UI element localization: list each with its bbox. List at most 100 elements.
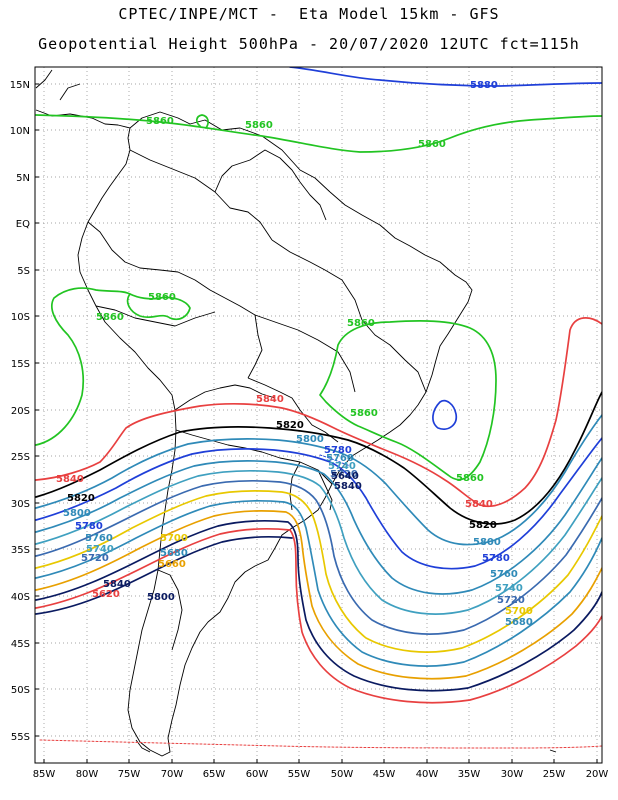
contour-5860-loop-1 (196, 114, 209, 129)
longitude-labels: 85W 80W 75W 70W 65W 60W 55W 50W 45W 40W … (33, 769, 609, 780)
contour-5780 (35, 437, 602, 570)
contour-label: 5740 (495, 583, 523, 594)
lon-label: 50W (331, 769, 354, 780)
contour-5580-dashed (39, 739, 602, 749)
contour-label: 5760 (490, 569, 518, 580)
lat-label: 50S (11, 685, 30, 696)
contour-label: 5760 (326, 453, 354, 464)
contour-5880-small (432, 399, 458, 430)
contour-5640 (35, 519, 602, 692)
lon-label: 20W (586, 769, 609, 780)
lat-label: 10N (10, 126, 30, 137)
lon-label: 70W (161, 769, 184, 780)
contour-5700 (35, 489, 602, 653)
lat-label: EQ (16, 219, 30, 230)
contour-5680 (35, 499, 602, 667)
contour-5720 (35, 479, 602, 635)
contour-label: 5860 (418, 139, 446, 150)
lat-label: 40S (11, 592, 30, 603)
contour-label: 5820 (67, 493, 95, 504)
contour-5880 (289, 67, 602, 87)
contour-5860-bolivia (126, 293, 191, 321)
contour-5860-brazil (319, 320, 497, 481)
contour-label: 5680 (160, 548, 188, 559)
lon-label: 65W (203, 769, 226, 780)
contour-label: 5740 (86, 544, 114, 555)
contour-label: 5860 (146, 116, 174, 127)
contour-labels: 5880 5860 5860 5860 5860 5860 5860 5860 … (56, 80, 533, 628)
lon-label: 80W (76, 769, 99, 780)
contour-label: 5840 (256, 394, 284, 405)
lat-label: 10S (11, 312, 30, 323)
contour-5740 (35, 469, 602, 615)
map-frame (34, 66, 603, 764)
contour-label: 5840 (334, 481, 362, 492)
contour-lines (35, 67, 602, 749)
contour-label: 5860 (148, 292, 176, 303)
contour-label: 5800 (296, 434, 324, 445)
lat-label: 30S (11, 499, 30, 510)
contour-label: 5720 (330, 469, 358, 480)
lat-label: 35S (11, 545, 30, 556)
lat-label: 20S (11, 406, 30, 417)
lon-label: 60W (246, 769, 269, 780)
map-title-line-1: CPTEC/INPE/MCT - Eta Model 15km - GFS (118, 5, 500, 23)
contour-label: 5880 (470, 80, 498, 91)
contour-label: 5680 (505, 617, 533, 628)
lon-label: 85W (33, 769, 56, 780)
lon-label: 40W (416, 769, 439, 780)
contour-label: 5800 (147, 592, 175, 603)
map-graticule (35, 67, 602, 763)
contour-label: 5860 (347, 318, 375, 329)
contour-label: 5720 (497, 595, 525, 606)
contour-label: 5780 (324, 445, 352, 456)
lon-label: 55W (288, 769, 311, 780)
lat-label: 15S (11, 359, 30, 370)
contour-5860-north (35, 114, 602, 153)
latitude-labels: 15N 10N 5N EQ 5S 10S 15S 20S 25S 30S 35S… (10, 80, 30, 743)
contour-5620 (35, 527, 602, 704)
contour-label: 5860 (350, 408, 378, 419)
contour-label: 5700 (505, 606, 533, 617)
lat-label: 25S (11, 452, 30, 463)
contour-label: 5820 (469, 520, 497, 531)
lon-label: 35W (458, 769, 481, 780)
contour-5800 (35, 414, 602, 546)
map-title-line-2: Geopotential Height 500hPa - 20/07/2020 … (38, 35, 580, 53)
contour-label: 5720 (81, 553, 109, 564)
contour-5580-dashed-2 (319, 454, 351, 467)
contour-label: 5820 (276, 420, 304, 431)
lat-label: 15N (10, 80, 30, 91)
contour-label: 5620 (92, 589, 120, 600)
contour-label: 5840 (465, 499, 493, 510)
contour-5760 (35, 457, 602, 595)
contour-label: 5780 (482, 553, 510, 564)
contour-5820 (35, 391, 602, 525)
lat-label: 5S (17, 266, 30, 277)
axis-ticks (35, 83, 598, 763)
lat-label: 45S (11, 639, 30, 650)
contour-label: 5800 (473, 537, 501, 548)
contour-5860-west (35, 287, 131, 446)
lon-label: 75W (118, 769, 141, 780)
contour-label: 5860 (456, 473, 484, 484)
contour-label: 5740 (328, 461, 356, 472)
contour-label: 5760 (85, 533, 113, 544)
contour-label: 5800 (63, 508, 91, 519)
contour-5660 (35, 509, 602, 680)
contour-label: 5780 (75, 521, 103, 532)
lat-label: 55S (11, 732, 30, 743)
contour-5840 (35, 317, 602, 508)
contour-label: 5700 (160, 533, 188, 544)
contour-label: 5840 (56, 474, 84, 485)
contour-label: 5860 (96, 312, 124, 323)
lon-label: 25W (543, 769, 566, 780)
lon-label: 30W (501, 769, 524, 780)
contour-label: 5640 (331, 471, 359, 482)
contour-label: 5660 (158, 559, 186, 570)
contour-label: 5840 (103, 579, 131, 590)
contour-label: 5860 (245, 120, 273, 131)
contour-5600 (35, 535, 293, 615)
lon-label: 45W (373, 769, 396, 780)
